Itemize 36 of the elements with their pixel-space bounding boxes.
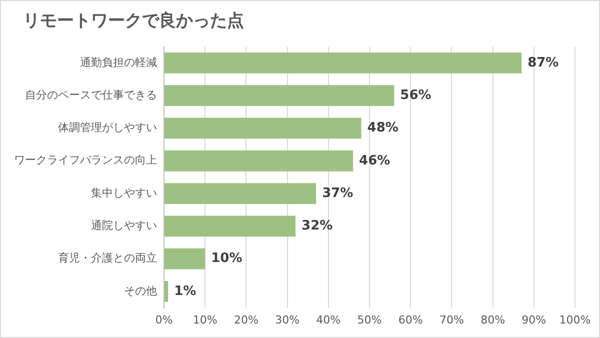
x-tick-label: 90% [522,313,546,326]
bar [164,52,522,74]
x-tick-label: 30% [275,313,300,326]
bar [164,248,206,270]
y-tick-label: ワークライフバランスの向上 [14,154,157,167]
data-label: 10% [211,251,242,266]
x-tick-label: 70% [439,313,464,326]
x-tick-label: 60% [398,313,423,326]
y-tick-label: 育児・介護との両立 [58,252,157,265]
y-tick-label: その他 [124,284,157,298]
bar [164,118,362,139]
bar [164,216,296,237]
bar [164,85,394,106]
data-label: 87% [528,55,559,70]
x-tick-label: 80% [480,313,506,326]
x-tick-label: 20% [234,313,258,326]
data-label: 56% [400,88,432,103]
data-label: 46% [359,153,390,168]
y-tick-label: 自分のペースで仕事できる [25,88,157,102]
x-tick-label: 40% [316,313,341,326]
data-label: 32% [302,218,333,234]
data-label: 1% [174,284,196,299]
x-tick-label: 100% [559,313,591,326]
x-tick-label: 0% [155,313,173,326]
bar [164,150,354,172]
x-tick-label: 10% [192,313,218,326]
data-label: 48% [367,120,398,136]
y-tick-label: 集中しやすい [91,186,157,200]
bar [164,281,168,302]
y-tick-label: 通院しやすい [91,219,157,232]
x-tick-label: 50% [357,313,382,326]
chart-title: リモートワークで良かった点 [23,10,244,32]
bar [164,183,316,204]
y-tick-label: 通勤負担の軽減 [80,56,157,69]
y-tick-label: 体調管理がしやすい [58,121,157,134]
data-label: 37% [322,186,354,201]
